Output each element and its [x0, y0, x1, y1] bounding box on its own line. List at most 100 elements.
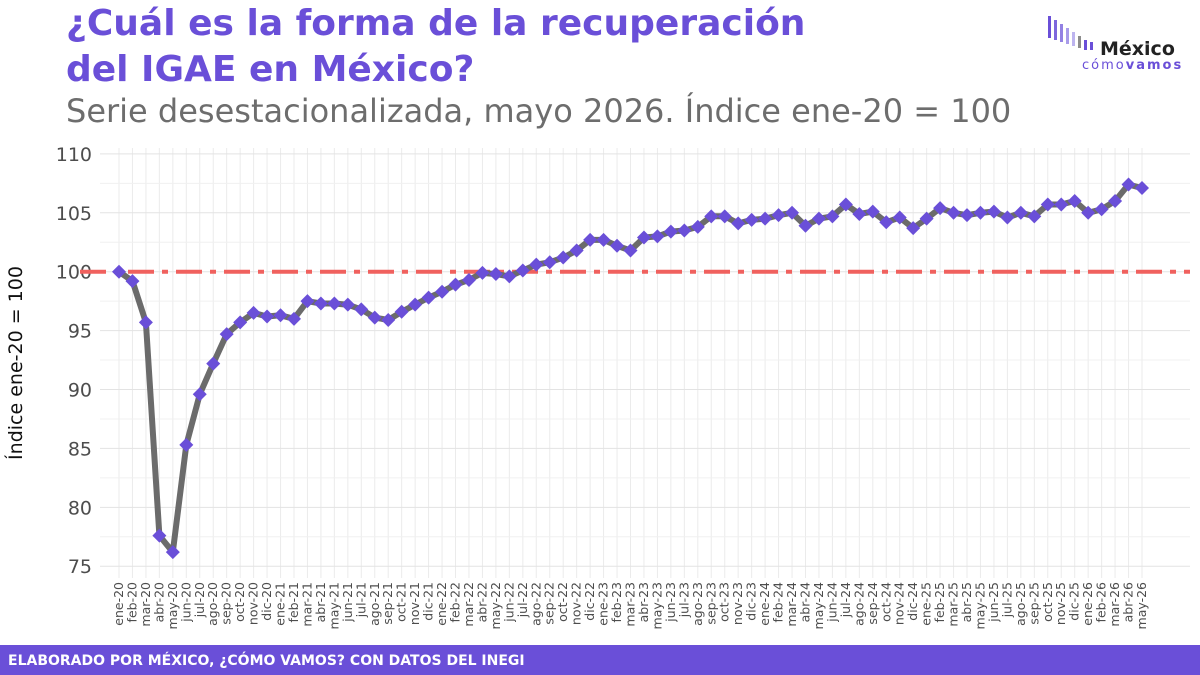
x-tick-label: abr-21 — [313, 582, 328, 622]
x-tick-label: oct-23 — [717, 582, 732, 622]
data-point-marker — [313, 296, 328, 311]
logo-tag-bold: vamos — [1125, 58, 1184, 73]
data-point-marker — [233, 315, 248, 330]
data-point-marker — [367, 310, 382, 325]
x-tick-label: nov-22 — [569, 582, 584, 625]
data-point-marker — [704, 209, 719, 224]
x-tick-label: may-24 — [811, 582, 826, 629]
data-point-marker — [865, 204, 880, 219]
x-tick-label: oct-20 — [232, 582, 247, 622]
x-tick-label: may-23 — [649, 582, 664, 629]
x-tick-label: dic-23 — [744, 582, 759, 621]
data-point-marker — [340, 297, 355, 312]
data-point-marker — [246, 305, 261, 320]
data-point-marker — [610, 238, 625, 253]
y-tick-label: 100 — [56, 262, 92, 284]
data-point-marker — [960, 208, 975, 223]
data-point-marker — [933, 201, 948, 216]
x-tick-label: feb-23 — [609, 582, 624, 622]
x-tick-label: sep-20 — [219, 582, 234, 625]
x-tick-label: may-21 — [326, 582, 341, 629]
logo-bars-icon — [1048, 16, 1093, 50]
data-point-marker — [1108, 194, 1123, 209]
data-point-marker — [690, 219, 705, 234]
data-point-marker — [354, 302, 369, 317]
data-point-marker — [852, 206, 867, 221]
data-point-marker — [986, 204, 1001, 219]
series-layer — [112, 177, 1149, 560]
x-tick-label: dic-25 — [1067, 582, 1082, 621]
x-axis: ene-20feb-20mar-20abr-20may-20jun-20jul-… — [111, 582, 1149, 629]
data-point-marker — [650, 229, 665, 244]
data-point-marker — [179, 437, 194, 452]
data-point-marker — [542, 255, 557, 270]
data-point-marker — [596, 232, 611, 247]
data-point-marker — [286, 311, 301, 326]
data-point-marker — [1054, 197, 1069, 212]
x-tick-label: jun-22 — [501, 582, 516, 623]
x-tick-label: nov-21 — [407, 582, 422, 625]
data-point-marker — [421, 290, 436, 305]
x-tick-label: nov-23 — [730, 582, 745, 625]
data-point-marker — [461, 272, 476, 287]
data-point-marker — [381, 313, 396, 327]
x-tick-label: dic-21 — [421, 582, 436, 621]
x-tick-label: may-25 — [972, 582, 987, 629]
data-point-marker — [394, 304, 409, 319]
data-point-marker — [838, 197, 853, 212]
data-point-marker — [502, 269, 517, 284]
y-axis-label: Índice ene-20 = 100 — [4, 266, 27, 460]
x-tick-label: jun-25 — [986, 582, 1001, 623]
x-tick-label: sep-21 — [380, 582, 395, 625]
x-tick-label: mar-22 — [461, 582, 476, 627]
data-point-marker — [879, 215, 894, 230]
y-tick-label: 75 — [68, 556, 92, 578]
x-tick-label: nov-20 — [246, 582, 261, 625]
logo-tag-light: cómo — [1082, 58, 1126, 73]
x-tick-label: jul-22 — [515, 582, 530, 618]
data-point-marker — [152, 528, 167, 543]
data-point-marker — [112, 264, 126, 279]
x-tick-label: oct-24 — [878, 582, 893, 622]
y-tick-label: 85 — [68, 438, 92, 460]
x-tick-label: ene-20 — [111, 582, 126, 626]
y-tick-label: 105 — [56, 203, 92, 225]
data-point-marker — [731, 216, 746, 231]
y-tick-label: 80 — [68, 497, 92, 519]
data-point-marker — [1135, 181, 1149, 196]
data-point-marker — [785, 205, 800, 220]
mexico-como-vamos-logo: México cómovamos — [1046, 14, 1186, 78]
data-point-marker — [1040, 197, 1055, 212]
x-tick-label: dic-20 — [259, 582, 274, 621]
x-tick-label: mar-21 — [299, 582, 314, 627]
data-point-marker — [475, 265, 490, 280]
footer-credit: ELABORADO POR MÉXICO, ¿CÓMO VAMOS? CON D… — [8, 653, 525, 669]
y-axis-label-layer: Índice ene-20 = 100 — [4, 266, 27, 460]
x-tick-label: abr-22 — [474, 582, 489, 622]
x-tick-label: sep-25 — [1026, 582, 1041, 625]
chart-subtitle: Serie desestacionalizada, mayo 2026. Índ… — [66, 92, 1012, 130]
x-tick-label: abr-20 — [151, 582, 166, 622]
x-tick-label: jul-24 — [838, 582, 853, 618]
x-tick-label: mar-25 — [946, 582, 961, 627]
data-point-marker — [758, 211, 773, 226]
x-tick-label: feb-24 — [771, 582, 786, 622]
x-tick-label: oct-21 — [394, 582, 409, 622]
x-tick-label: ago-23 — [690, 582, 705, 626]
logo-tagline: cómovamos — [1082, 58, 1183, 73]
x-tick-label: may-22 — [488, 582, 503, 629]
x-tick-label: ene-26 — [1080, 582, 1095, 626]
data-point-marker — [1000, 210, 1015, 225]
data-point-marker — [556, 250, 571, 265]
data-point-marker — [300, 294, 315, 309]
x-tick-label: abr-26 — [1121, 582, 1136, 622]
data-point-marker — [260, 309, 275, 324]
data-point-marker — [206, 356, 221, 371]
x-tick-label: abr-25 — [959, 582, 974, 622]
data-point-marker — [219, 327, 234, 342]
data-point-marker — [892, 210, 907, 225]
data-point-marker — [623, 243, 638, 258]
data-point-marker — [435, 284, 450, 299]
data-point-marker — [165, 545, 180, 560]
logo-name: México — [1100, 38, 1175, 60]
